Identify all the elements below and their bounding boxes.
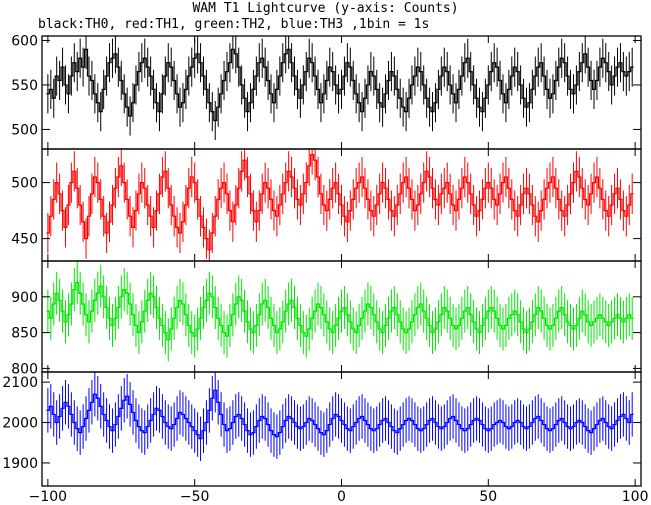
- series-th1: [46, 149, 634, 261]
- y-tick-label: 600: [11, 33, 38, 49]
- step-line-th1: [46, 154, 634, 251]
- y-tick-label: 500: [11, 176, 38, 192]
- y-tick-label: 500: [11, 122, 38, 138]
- series-th2: [46, 261, 634, 362]
- panel-th3: 1900 2000 2100: [2, 371, 642, 487]
- series-th0: [46, 36, 634, 141]
- panel-th0: 500 550 600: [11, 33, 642, 150]
- y-tick-label: 550: [11, 78, 38, 94]
- y-tick-label: 450: [11, 232, 38, 248]
- x-tick-label: 100: [622, 489, 649, 505]
- x-tick-label: −100: [29, 489, 67, 505]
- y-tick-label: 1900: [2, 456, 38, 472]
- step-line-th3: [46, 389, 634, 440]
- y-tick-label: 800: [11, 361, 38, 377]
- x-tick-label: 0: [337, 489, 346, 505]
- y-tick-label: 900: [11, 290, 38, 306]
- x-tick-label: −50: [180, 489, 210, 505]
- panel-th1: 450 500: [11, 148, 642, 262]
- series-th3: [46, 372, 634, 461]
- chart-subtitle: black:TH0, red:TH1, green:TH2, blue:TH3 …: [38, 17, 430, 32]
- y-tick-label: 2000: [2, 416, 38, 432]
- panel-th2: 800 850 900: [11, 260, 642, 377]
- y-tick-label: 850: [11, 326, 38, 342]
- step-line-th2: [46, 281, 634, 341]
- x-tick-label: 50: [479, 489, 497, 505]
- y-tick-label: 2100: [2, 375, 38, 391]
- chart-title: WAM T1 Lightcurve (y-axis: Counts): [192, 1, 459, 16]
- step-line-th0: [46, 48, 634, 122]
- error-bars-th3: [47, 372, 633, 461]
